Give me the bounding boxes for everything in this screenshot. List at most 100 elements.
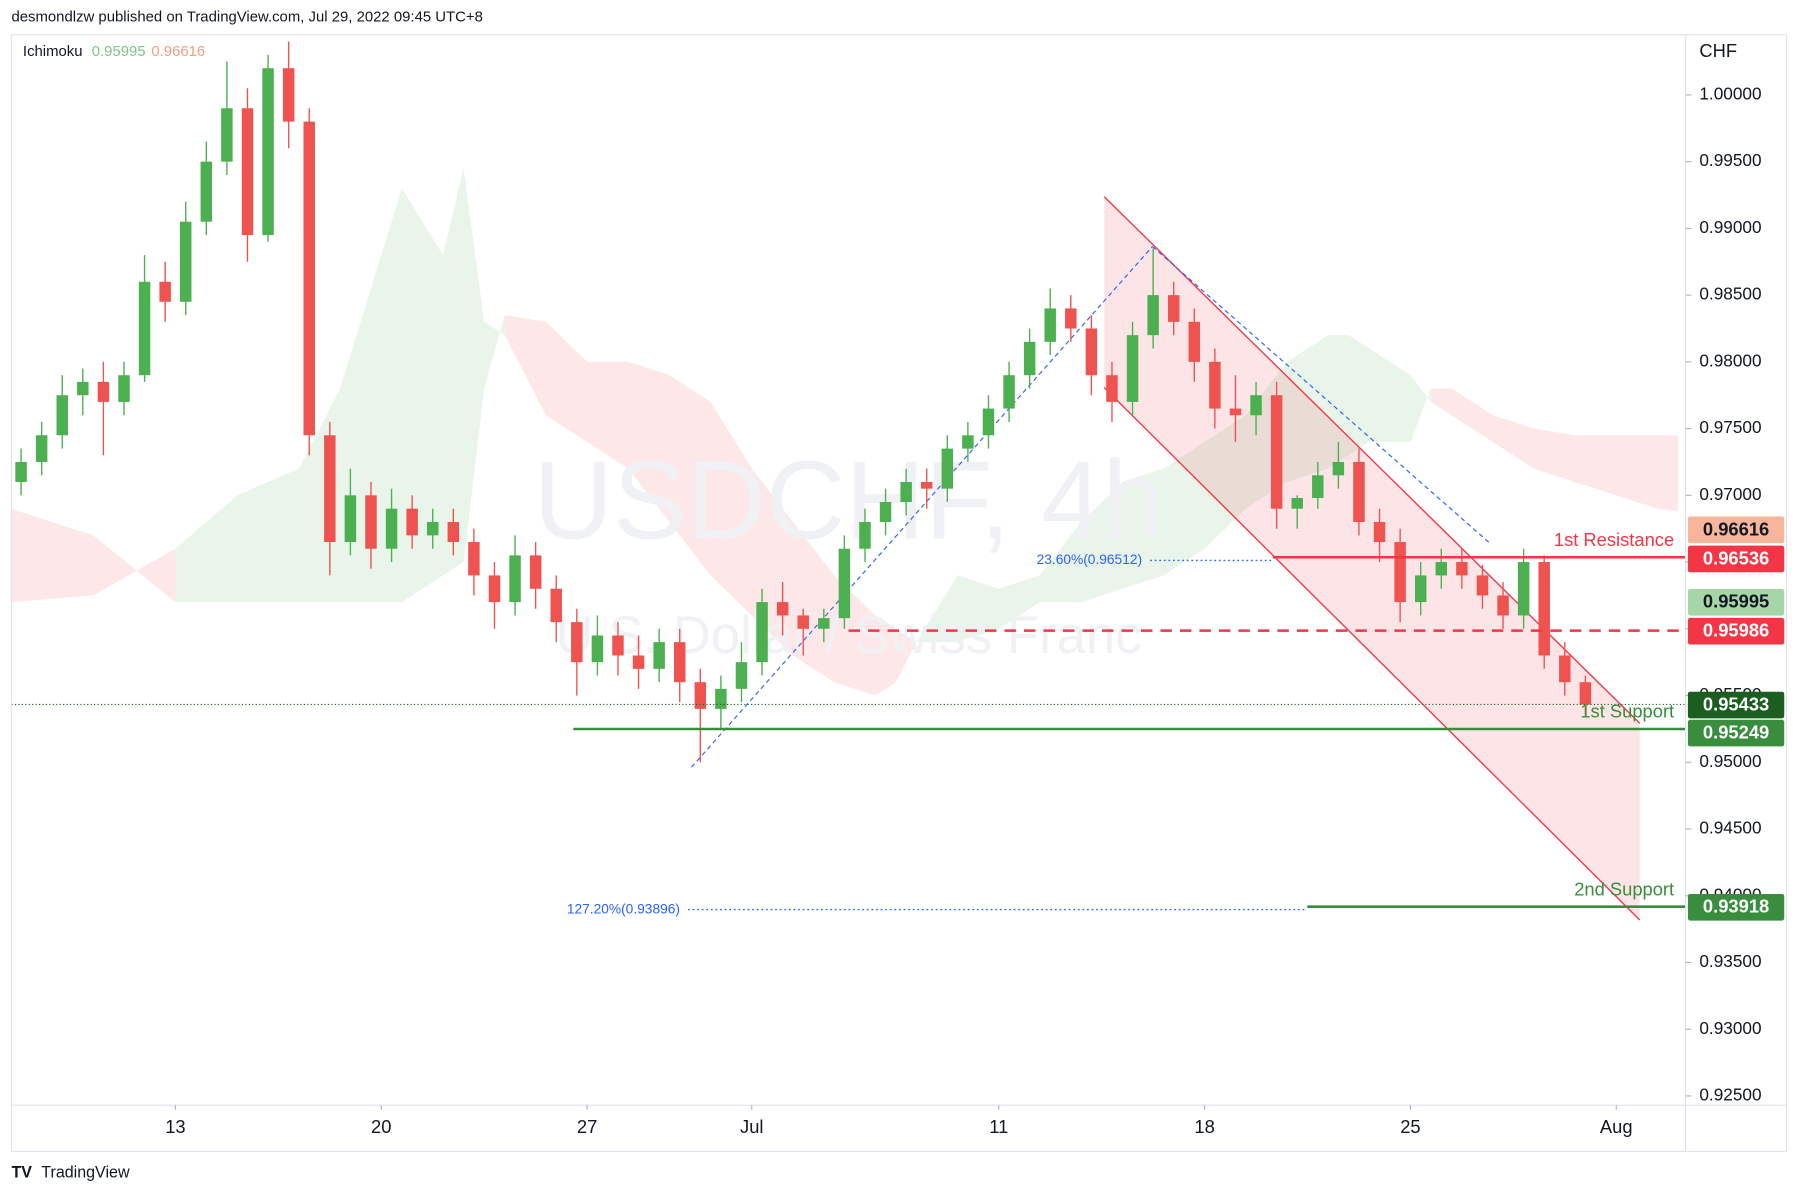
price-tag-label: 0.96536: [1703, 547, 1769, 568]
candle-body: [859, 522, 871, 549]
price-tag: [1687, 719, 1785, 747]
candle-body: [1209, 361, 1221, 409]
candle-body: [1250, 395, 1262, 416]
candle-body: [1229, 408, 1242, 416]
header: desmondlzw published on TradingView.com,…: [11, 8, 482, 25]
y-tick-label: 0.98000: [1699, 350, 1761, 370]
cloud-segment: [710, 401, 752, 616]
candle-body: [180, 221, 192, 302]
level-name: 1st Resistance: [1554, 529, 1674, 550]
candle-body: [1517, 562, 1530, 616]
x-tick-label: 25: [1400, 1116, 1420, 1137]
x-tick-label: 13: [165, 1116, 185, 1137]
candle-body: [118, 375, 130, 402]
y-tick-label: 0.99500: [1699, 150, 1761, 170]
candle-body: [591, 635, 604, 663]
candle-body: [262, 68, 274, 236]
candle-body: [1353, 461, 1365, 523]
x-tick-label: 11: [989, 1116, 1008, 1137]
fib-trend: [691, 246, 1153, 768]
candle-body: [35, 435, 48, 462]
cloud-segment: [504, 315, 546, 416]
y-tick-label: 0.97500: [1699, 417, 1761, 437]
cloud-segment: [443, 168, 464, 576]
candle-body: [1106, 375, 1118, 402]
cloud-segment: [998, 575, 1040, 629]
candle-body: [447, 522, 460, 543]
cloud-segment: [628, 361, 670, 523]
cloud-segment: [10, 508, 94, 603]
candle-body: [468, 542, 480, 576]
x-tick-label: 20: [371, 1116, 391, 1137]
cloud-segment: [1286, 335, 1329, 482]
candle-body: [406, 508, 418, 536]
candle-body: [221, 108, 233, 162]
cloud-segment: [587, 361, 629, 469]
cloud-segment: [1657, 435, 1678, 512]
y-tick-label: 0.98500: [1699, 284, 1761, 304]
candle-body: [1023, 341, 1036, 376]
y-tick-label: 0.93000: [1699, 1018, 1761, 1038]
candle-body: [1435, 562, 1448, 576]
x-tick-label: 18: [1194, 1116, 1214, 1137]
candle-body: [632, 655, 645, 669]
brand: TradingView: [41, 1164, 130, 1182]
candle-body: [1538, 562, 1550, 656]
candle-body: [1394, 542, 1406, 603]
cloud-segment: [484, 315, 505, 389]
y-tick-label: 0.97000: [1699, 484, 1761, 504]
candle-body: [797, 615, 809, 629]
cloud-segment: [1369, 348, 1411, 442]
y-tick-label: 0.95000: [1699, 751, 1761, 771]
indicator-name: Ichimoku: [23, 43, 83, 60]
candle-body: [1003, 375, 1015, 409]
cloud-segment: [1616, 435, 1658, 509]
price-tag-label: 0.95995: [1703, 591, 1769, 612]
price-tag: [1687, 691, 1785, 719]
price-tag: [1687, 617, 1785, 645]
candle-body: [818, 618, 830, 629]
level-name: 1st Support: [1580, 701, 1674, 722]
candle-body: [962, 435, 974, 449]
price-tag: [1687, 588, 1785, 616]
price-tag-label: 0.95986: [1703, 620, 1769, 641]
plot: 1st Resistance 1st Support 2nd Support 23.6…: [11, 41, 1686, 916]
candle-body: [365, 495, 377, 549]
candle-body: [694, 682, 707, 709]
candle-body: [1085, 328, 1098, 376]
candle-body: [1476, 575, 1489, 596]
cloud-segment: [463, 168, 485, 563]
y-tick-label: 0.94500: [1699, 818, 1761, 838]
cloud-segment: [669, 375, 711, 576]
candle-body: [324, 435, 336, 543]
indicator-value: 0.96616: [151, 43, 205, 60]
candle-body: [282, 68, 295, 122]
candle-body: [941, 448, 954, 489]
candle-body: [550, 588, 562, 623]
cloud-segment: [957, 575, 999, 643]
price-tag: [1687, 516, 1785, 544]
candle-body: [1414, 575, 1427, 603]
cloud-segment: [1039, 522, 1082, 603]
candle-body: [715, 688, 727, 709]
candle-body: [982, 408, 995, 436]
candle-body: [303, 121, 315, 436]
candle-body: [838, 548, 851, 619]
fib-trend: [1152, 246, 1492, 545]
y-tick-label: 0.99000: [1699, 217, 1761, 237]
candle-body: [385, 508, 398, 549]
candle-body: [1065, 308, 1077, 329]
candle-body: [879, 501, 892, 523]
candle-body: [1126, 335, 1139, 402]
candle-body: [920, 481, 933, 489]
price-tag: [1687, 893, 1785, 921]
candle-body: [756, 602, 768, 663]
candle-body: [1456, 562, 1468, 576]
cloud-segment: [1204, 415, 1246, 549]
watermark: USDCHF, 4h: [534, 439, 1164, 563]
cloud-segment: [1575, 435, 1617, 496]
candle-body: [138, 281, 151, 376]
candle-body: [1497, 595, 1509, 616]
